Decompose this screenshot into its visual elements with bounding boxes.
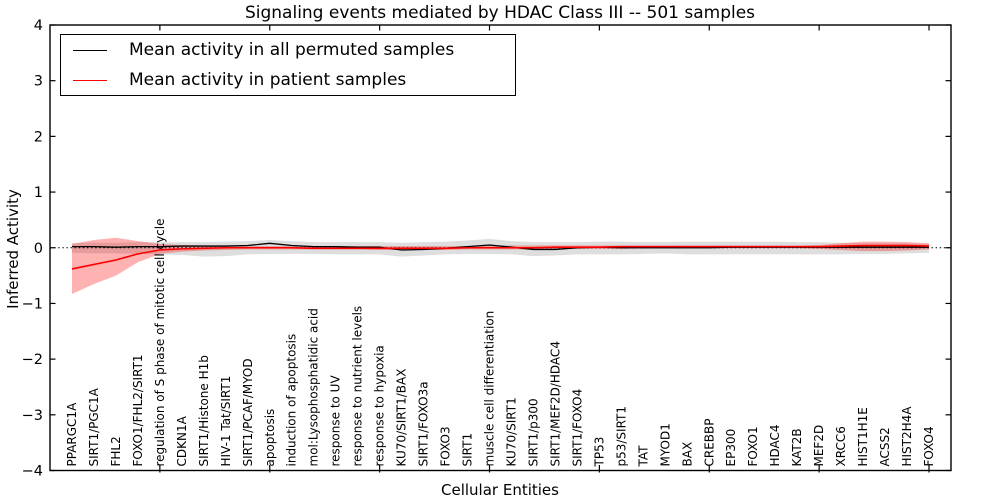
x-tick-label: p53/SIRT1 bbox=[614, 406, 628, 467]
legend-line-red-icon bbox=[73, 79, 107, 81]
axes-spines bbox=[49, 24, 952, 472]
y-tick-label: 3 bbox=[34, 74, 43, 90]
x-tick-label: HIST2H4A bbox=[900, 406, 914, 467]
x-tick-label: PPARGC1A bbox=[65, 402, 79, 467]
x-tick-label: KU70/SIRT1 bbox=[504, 397, 518, 466]
x-tick-label: KAT2B bbox=[790, 428, 804, 466]
patient-confidence-band bbox=[71, 237, 930, 294]
legend-entry-patient: Mean activity in patient samples bbox=[73, 67, 515, 93]
x-tick-label: response to UV bbox=[329, 375, 343, 467]
x-tick-label: HIV-1 Tat/SIRT1 bbox=[219, 376, 233, 467]
x-tick-label: FOXO3 bbox=[439, 426, 453, 466]
x-tick-label: apoptosis bbox=[263, 409, 277, 467]
y-tick-label: −1 bbox=[22, 296, 43, 312]
x-tick-label: BAX bbox=[680, 442, 694, 467]
y-tick-label: −2 bbox=[22, 352, 43, 368]
x-tick-label: response to nutrient levels bbox=[351, 306, 365, 467]
x-tick-label: KU70/SIRT1/BAX bbox=[395, 369, 409, 467]
y-tick-label: 1 bbox=[34, 185, 43, 201]
y-tick-label: 0 bbox=[34, 241, 43, 257]
x-tick-label: MYOD1 bbox=[658, 423, 672, 466]
x-tick-label: mol:Lysophosphatidic acid bbox=[307, 308, 321, 466]
x-tick-label: TP53 bbox=[592, 437, 606, 468]
x-tick-label: response to hypoxia bbox=[373, 345, 387, 466]
x-tick-label: SIRT1/MEF2D/HDAC4 bbox=[548, 341, 562, 466]
x-tick-label: induction of apoptosis bbox=[285, 334, 299, 467]
x-tick-label: SIRT1/FOXO4 bbox=[570, 389, 584, 467]
x-tick-label: FOXO4 bbox=[922, 426, 936, 466]
y-tick-label: −4 bbox=[22, 464, 43, 480]
x-tick-label: EP300 bbox=[724, 429, 738, 467]
chart-title: Signaling events mediated by HDAC Class … bbox=[244, 3, 756, 23]
x-tick-label: SIRT1/FOXO3a bbox=[417, 381, 431, 466]
legend-entry-permuted: Mean activity in all permuted samples bbox=[73, 37, 515, 63]
x-tick-label: muscle cell differentiation bbox=[483, 311, 497, 467]
x-tick-label: SIRT1/PCAF/MYOD bbox=[241, 358, 255, 466]
x-tick-label: FHL2 bbox=[109, 436, 123, 466]
legend-label-patient: Mean activity in patient samples bbox=[129, 70, 407, 90]
x-tick-label: SIRT1/Histone H1b bbox=[197, 355, 211, 466]
x-tick-label: XRCC6 bbox=[834, 426, 848, 466]
x-tick-label: CDKN1A bbox=[175, 415, 189, 466]
x-tick-label: regulation of S phase of mitotic cell cy… bbox=[153, 219, 167, 467]
x-tick-label: MEF2D bbox=[812, 425, 826, 467]
x-tick-label: SIRT1/PGC1A bbox=[87, 387, 101, 466]
x-tick-label: SIRT1/p300 bbox=[526, 398, 540, 466]
x-tick-label: TAT bbox=[636, 445, 650, 468]
x-tick-label: FOXO1 bbox=[746, 426, 760, 466]
x-tick-label: ACSS2 bbox=[878, 427, 892, 466]
y-tick-label: −3 bbox=[22, 408, 43, 424]
x-axis-label: Cellular Entities bbox=[441, 481, 559, 499]
x-tick-label: SIRT1 bbox=[461, 433, 475, 467]
legend: Mean activity in all permuted samples Me… bbox=[60, 34, 516, 96]
x-tick-label: HIST1H1E bbox=[856, 407, 870, 466]
y-tick-label: 2 bbox=[34, 129, 43, 145]
x-tick-label: FOXO1/FHL2/SIRT1 bbox=[131, 354, 145, 466]
x-tick-label: CREBBP bbox=[702, 419, 716, 467]
legend-line-black-icon bbox=[73, 49, 107, 51]
x-tick-label: HDAC4 bbox=[768, 424, 782, 466]
legend-label-permuted: Mean activity in all permuted samples bbox=[129, 40, 455, 60]
patient-mean-line bbox=[71, 244, 930, 270]
y-tick-label: 4 bbox=[34, 18, 43, 34]
